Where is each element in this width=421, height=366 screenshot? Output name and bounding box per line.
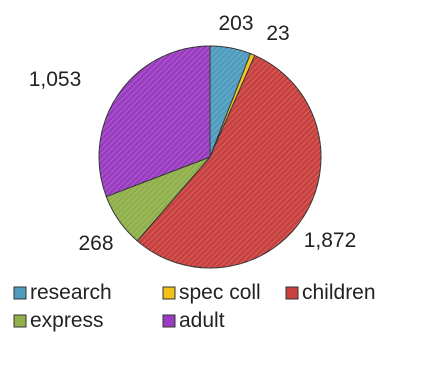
legend-label-spec-coll: spec coll — [179, 281, 261, 304]
legend-swatch-research — [13, 286, 27, 300]
pie-slice-texture-adult — [99, 46, 210, 197]
legend-item-adult: adult — [162, 309, 225, 332]
legend-label-adult: adult — [179, 309, 225, 332]
legend-item-spec-coll: spec coll — [162, 281, 261, 304]
data-label-express: 268 — [78, 232, 113, 255]
data-label-research: 203 — [218, 12, 253, 35]
legend-item-express: express — [13, 309, 104, 332]
legend-swatch-adult — [162, 314, 176, 328]
data-label-children: 1,872 — [304, 229, 357, 252]
pie-slices — [98, 45, 322, 269]
legend-swatch-express — [13, 314, 27, 328]
pie-slice-texture-express — [106, 157, 210, 241]
legend-swatch-spec-coll — [162, 286, 176, 300]
legend-label-express: express — [30, 309, 104, 332]
legend-item-research: research — [13, 281, 112, 304]
pie-slice-texture-research — [210, 46, 251, 157]
data-label-adult: 1,053 — [29, 68, 82, 91]
pie-slice-texture-children — [137, 55, 321, 269]
data-label-spec-coll: 23 — [266, 22, 289, 45]
legend-label-research: research — [30, 281, 112, 304]
legend-swatch-children — [285, 286, 299, 300]
legend-item-children: children — [285, 281, 376, 304]
legend: research spec coll children express adult — [13, 281, 376, 332]
data-labels: 203 23 1,872 268 1,053 — [29, 12, 357, 255]
legend-label-children: children — [302, 281, 376, 304]
